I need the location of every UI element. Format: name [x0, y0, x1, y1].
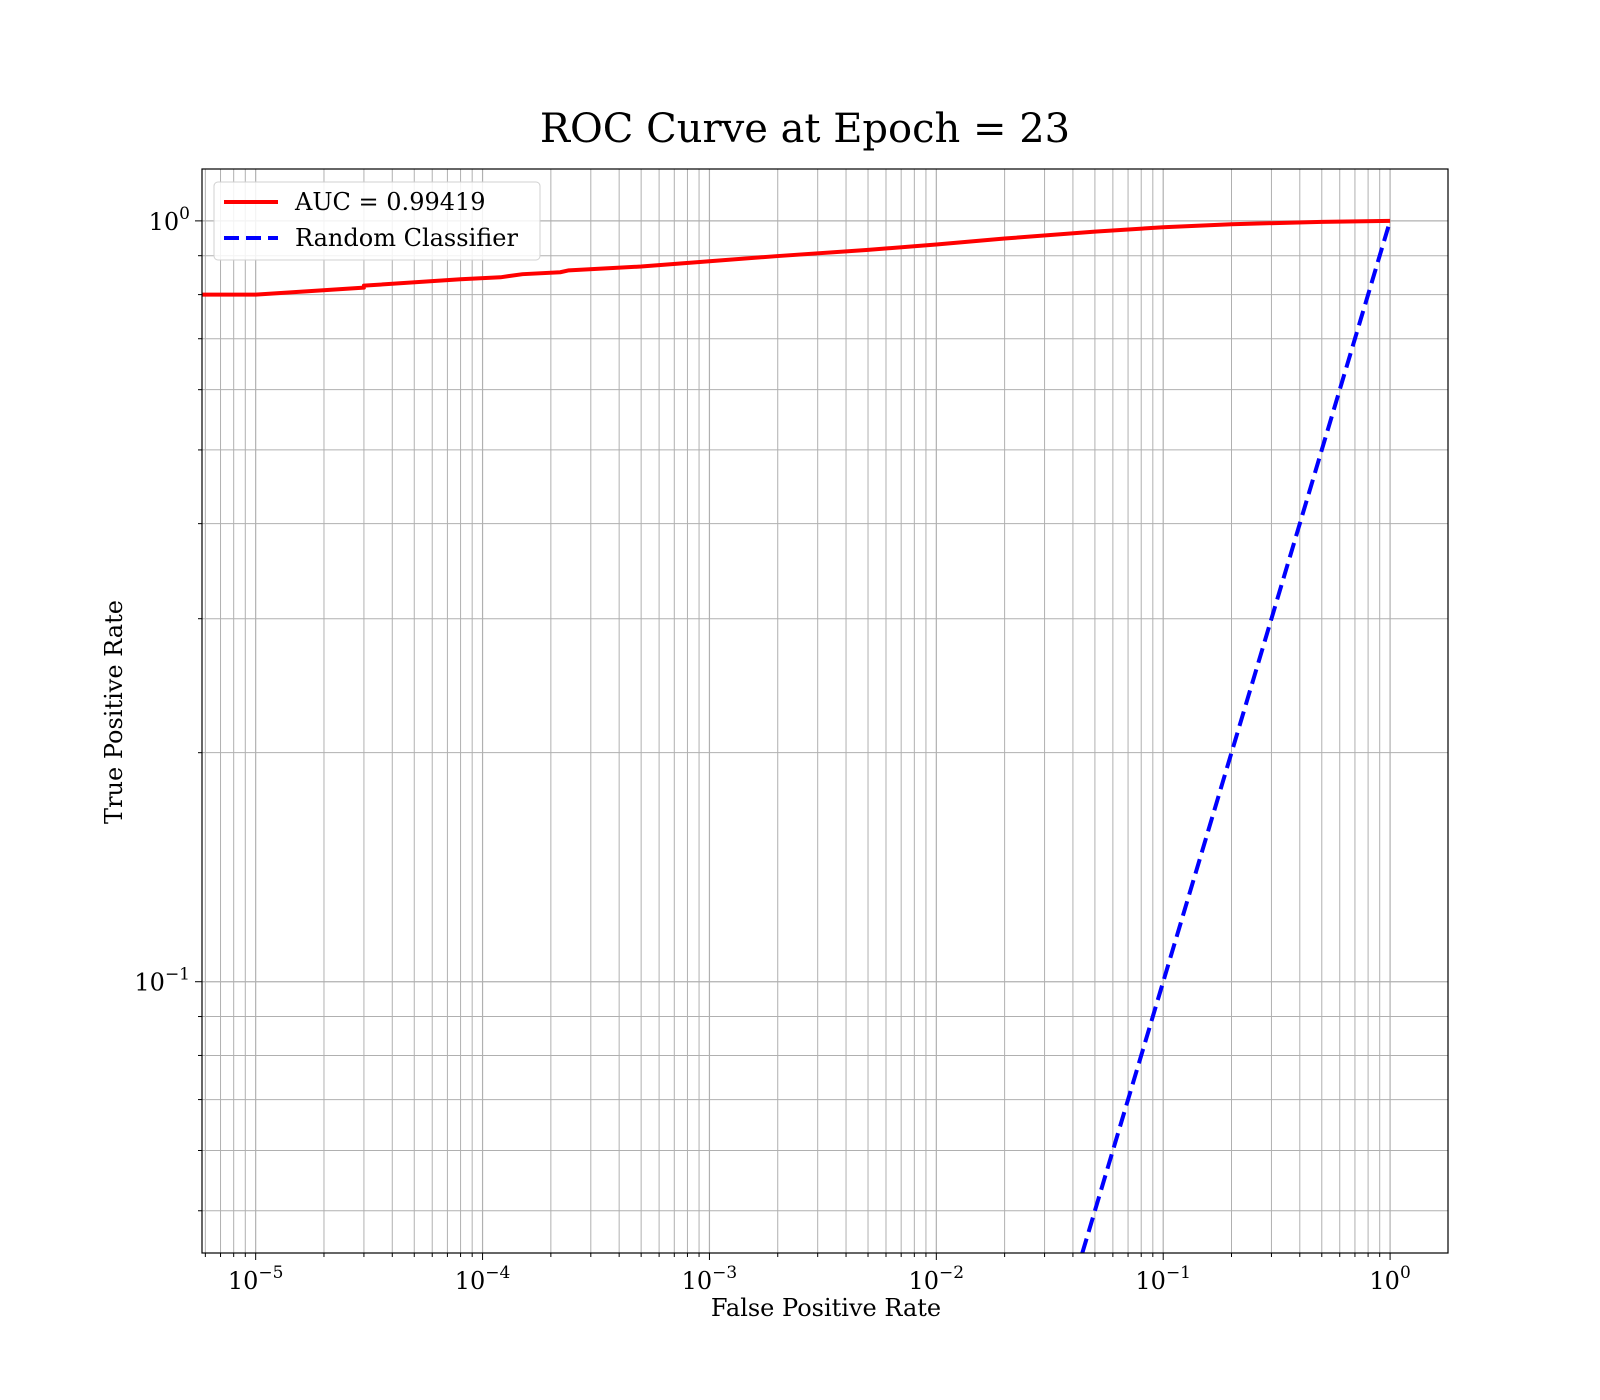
x-tick-label: 100	[1369, 1263, 1410, 1295]
x-tick-label: 10−1	[1135, 1263, 1191, 1295]
x-tick-label: 10−2	[909, 1263, 965, 1295]
grid	[202, 169, 1448, 1253]
legend-label-2: Random Classifier	[295, 224, 518, 252]
y-axis-label: True Positive Rate	[100, 600, 128, 824]
x-axis-label: False Positive Rate	[711, 1294, 941, 1322]
y-tick-label: 10−1	[134, 965, 190, 997]
legend-label-1: AUC = 0.99419	[294, 188, 486, 216]
legend: AUC = 0.99419 Random Classifier	[213, 181, 541, 261]
x-tick-label: 10−4	[455, 1263, 511, 1295]
legend-box	[213, 181, 541, 261]
axis-ticks: 10−5 10−4 10−3 10−2 10−1 100 10−1 100	[134, 204, 1410, 1295]
plot-series	[202, 218, 1392, 1253]
x-tick-label: 10−3	[682, 1263, 738, 1295]
chart-title: ROC Curve at Epoch = 23	[540, 106, 1070, 152]
series-line-2	[1080, 220, 1392, 1253]
plot-frame	[201, 168, 1449, 1254]
y-tick-label: 100	[149, 204, 190, 236]
series-line-1	[202, 218, 1391, 297]
x-tick-label: 10−5	[228, 1263, 284, 1295]
